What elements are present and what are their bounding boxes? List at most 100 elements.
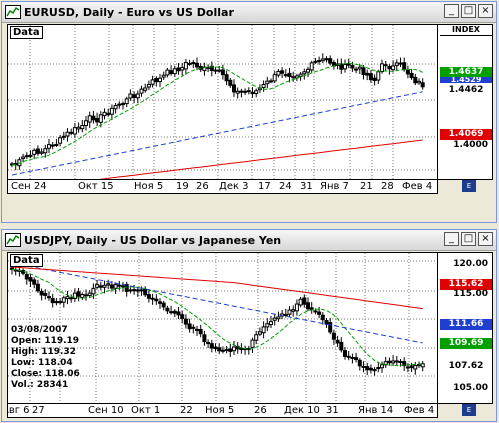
candle-body <box>239 90 244 93</box>
chart-window-usdjpy[interactable]: USDJPY, Daily - US Dollar vs Japanese Ye… <box>1 229 497 422</box>
candle-body <box>117 103 122 106</box>
candle-body <box>47 296 51 299</box>
candle-body <box>91 287 96 295</box>
price-chart-svg <box>8 25 437 179</box>
candle-body <box>80 124 85 130</box>
chart-app-icon <box>5 233 21 247</box>
candle-body <box>54 143 59 146</box>
candle-body <box>76 126 81 130</box>
candle-body <box>232 346 236 352</box>
candle-body <box>69 131 74 134</box>
candle-body <box>61 297 66 303</box>
candle-body <box>39 290 44 296</box>
candle-body <box>84 294 88 297</box>
candle-body <box>420 82 425 88</box>
candle-body <box>324 320 329 325</box>
candle-body <box>320 58 325 62</box>
time-axis: Сен 24 Окт 15 Ноя 5 19 26 Дек 3 17 24 31… <box>7 180 438 194</box>
candle-body <box>298 73 303 77</box>
candle-body <box>250 339 255 348</box>
maximize-button[interactable]: □ <box>461 4 476 18</box>
x-tick-label: Сен 10 <box>88 405 124 416</box>
plot-data-label: Data <box>10 26 43 39</box>
candle-body <box>24 273 29 280</box>
x-tick-label: 31 <box>326 405 339 416</box>
candle-body <box>361 365 366 368</box>
window-title: USDJPY, Daily - US Dollar vs Japanese Ye… <box>24 233 282 247</box>
candle-body <box>161 74 166 78</box>
x-tick-label: Сен 24 <box>11 181 47 192</box>
candle-body <box>365 366 370 371</box>
candle-body <box>206 341 211 344</box>
candle-body <box>121 285 125 288</box>
x-tick-label: Янв 14 <box>358 405 394 416</box>
candle-body <box>220 69 225 76</box>
candle-body <box>276 316 281 320</box>
candle-body <box>261 326 266 334</box>
chart-settings-icon[interactable]: E <box>462 404 476 416</box>
candle-body <box>391 360 396 364</box>
candle-body <box>191 62 196 65</box>
candle-body <box>350 356 355 359</box>
candle-body <box>417 80 421 84</box>
candle-body <box>357 359 362 367</box>
chart-app-icon <box>5 5 21 19</box>
candle-body <box>409 365 414 369</box>
candle-body <box>158 77 162 83</box>
window-titlebar[interactable]: EURUSD, Daily - Euro vs US Dollar _ □ × <box>2 2 496 23</box>
maximize-button[interactable]: □ <box>461 232 476 246</box>
candle-body <box>113 105 118 110</box>
candle-body <box>183 318 188 325</box>
candle-body <box>132 289 137 292</box>
candle-body <box>409 72 414 79</box>
candle-body <box>398 62 403 65</box>
minimize-button[interactable]: _ <box>444 4 459 18</box>
candle-body <box>365 72 370 76</box>
candle-body <box>124 98 129 105</box>
candle-body <box>354 357 359 361</box>
window-titlebar[interactable]: USDJPY, Daily - US Dollar vs Japanese Ye… <box>2 230 496 251</box>
candle-body <box>161 302 166 308</box>
candle-body <box>350 64 355 69</box>
bar-low: Low: 118.04 <box>11 358 73 368</box>
candle-body <box>228 348 233 352</box>
candle-body <box>50 297 55 304</box>
candle-body <box>180 67 185 71</box>
candle-body <box>254 90 259 94</box>
x-tick-label: Ноя 5 <box>134 181 164 192</box>
candle-body <box>39 151 44 154</box>
candle-body <box>413 365 418 370</box>
price-plot-area[interactable]: Data <box>7 24 438 180</box>
candle-body <box>235 90 240 94</box>
close-button[interactable]: × <box>478 232 493 246</box>
minimize-button[interactable]: _ <box>444 232 459 246</box>
candle-body <box>143 87 148 91</box>
candle-body <box>58 301 63 304</box>
candle-body <box>309 62 314 71</box>
candle-body <box>376 367 381 370</box>
chart-window-eurusd[interactable]: EURUSD, Daily - Euro vs US Dollar _ □ × … <box>1 1 497 223</box>
bar-high: High: 119.32 <box>11 347 76 357</box>
candle-body <box>102 284 107 288</box>
candle-body <box>269 321 273 326</box>
candle-body <box>265 80 270 85</box>
candle-body <box>176 67 181 72</box>
candle-body <box>165 307 170 312</box>
candle-body <box>339 63 344 70</box>
y-tick-label: 115.00 <box>453 289 488 299</box>
price-plot-area[interactable]: Data 03/08/2007 Open: 119.19 High: 119.3… <box>7 252 438 404</box>
candle-body <box>272 74 277 82</box>
candle-body <box>32 149 37 155</box>
candle-body <box>43 148 48 154</box>
candle-body <box>165 69 170 76</box>
candle-body <box>339 341 344 351</box>
candle-body <box>135 289 140 292</box>
price-tag-red: 115.62 <box>440 279 492 290</box>
chart-settings-icon[interactable]: E <box>462 180 476 192</box>
moving-average-red <box>98 139 423 179</box>
y-tick-label: 1.4000 <box>453 140 488 150</box>
x-tick-label: 26 <box>254 405 267 416</box>
candle-body <box>306 68 310 73</box>
candle-body <box>146 84 151 88</box>
close-button[interactable]: × <box>478 4 493 18</box>
